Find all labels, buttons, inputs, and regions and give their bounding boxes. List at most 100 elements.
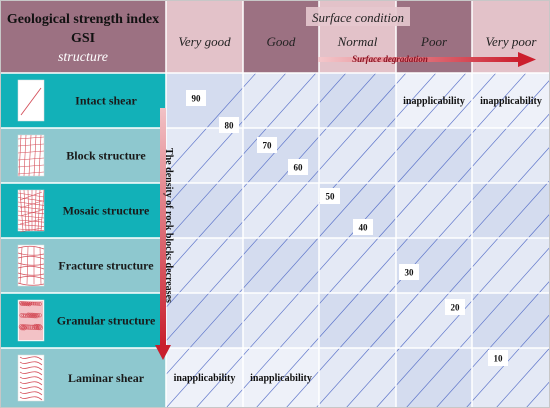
row-label-granular-structure: Granular structure (57, 314, 156, 328)
grid-cell (396, 348, 472, 408)
row-label-laminar-shear: Laminar shear (68, 371, 145, 385)
grid-cell (319, 238, 396, 293)
structure-label: structure (58, 50, 108, 65)
intact-shear-sketch-icon (17, 79, 45, 122)
gsi-value: 30 (405, 268, 415, 278)
grid-cell (472, 238, 550, 293)
column-header-very-good: Very good (178, 34, 231, 49)
row-label-fracture-structure: Fracture structure (58, 259, 154, 273)
gsi-value-box (353, 219, 373, 235)
surface-degradation-label: Surface degradation (352, 54, 428, 64)
diagonal-line (375, 213, 550, 408)
grid-cell (243, 293, 319, 348)
gsi-value-box (288, 159, 308, 175)
diagonal-line (166, 73, 257, 175)
title-cell (0, 0, 166, 73)
grid-cell (472, 348, 550, 408)
grid-cell (166, 238, 243, 293)
diagonal-line (166, 73, 467, 408)
grid-cell (243, 73, 319, 128)
laminar-shear-sketch-icon (17, 354, 45, 402)
diagonal-line (166, 73, 407, 342)
inapplicable-cell (243, 348, 319, 408)
gsi-value-box (219, 117, 239, 133)
grid-cell (396, 128, 472, 183)
inapplicable-cell (396, 73, 472, 128)
diagonal-line (465, 313, 550, 408)
mosaic-structure-sketch-icon (17, 189, 45, 233)
diagonal-line (166, 73, 437, 376)
surface-condition-box (306, 7, 410, 26)
grid-cell (319, 348, 396, 408)
diagonal-line (166, 73, 377, 309)
grid-cell (166, 128, 243, 183)
density-axis-label: The density of rock blocks decreases (163, 148, 174, 303)
inapplicable-label: inapplicability (480, 96, 542, 107)
diagonal-line (315, 146, 550, 408)
gsi-values: 90 80 70 60 50 40 30 20 10 (186, 90, 508, 366)
diagonal-line (285, 112, 550, 408)
block-structure-sketch-icon (17, 134, 45, 177)
gsi-value: 20 (451, 303, 461, 313)
diagonal-line (166, 73, 317, 242)
diagonal-line (255, 79, 550, 408)
gsi-value: 80 (225, 121, 235, 131)
density-arrow (155, 108, 171, 360)
grid-cell (472, 128, 550, 183)
granular-structure-sketch-icon (17, 299, 45, 342)
diagonal-line (435, 280, 550, 408)
column-header-good: Good (267, 34, 296, 49)
grid-cell (319, 293, 396, 348)
gsi-value-box (399, 264, 419, 280)
grid-cell (472, 293, 550, 348)
gsi-value: 60 (294, 163, 304, 173)
grid-cell (319, 73, 396, 128)
diagonal-line (495, 347, 550, 408)
fracture-structure-sketch-icon (17, 244, 45, 287)
gsi-value-box (488, 350, 508, 366)
grid-cell (243, 238, 319, 293)
row-label-mosaic-structure: Mosaic structure (63, 204, 150, 218)
gsi-value: 10 (494, 354, 504, 364)
grid-cell (396, 183, 472, 238)
inapplicable-label: inapplicability (250, 373, 312, 384)
row-label-block-structure: Block structure (66, 149, 146, 163)
column-header-very-poor: Very poor (486, 34, 538, 49)
grid-cell (319, 128, 396, 183)
gsi-value-box (320, 188, 340, 204)
inapplicable-label: inapplicability (403, 96, 465, 107)
row-label-intact-shear: Intact shear (75, 94, 137, 108)
row-layer: Intact shear Block structure Mosaic struct… (0, 73, 166, 408)
diagonal-line (166, 73, 347, 275)
density-arrow-shaft (160, 108, 166, 345)
gsi-value: 90 (192, 94, 202, 104)
gsi-value-box (257, 137, 277, 153)
grid-cell (472, 183, 550, 238)
diagonal-line (195, 73, 497, 408)
surface-degradation-shaft (318, 57, 518, 62)
column-header-poor: Poor (420, 34, 448, 49)
column-headers: Very good Good Normal Poor Very poor (178, 34, 537, 49)
diagram-title-gsi: GSI (71, 31, 95, 46)
diagonal-line (225, 73, 527, 408)
grid-cell (243, 183, 319, 238)
grid-cell (166, 183, 243, 238)
gsi-value: 40 (359, 223, 369, 233)
inapplicable-label: inapplicability (174, 373, 236, 384)
gsi-value-box (445, 299, 465, 315)
grid-cell (166, 293, 243, 348)
column-header-normal: Normal (337, 34, 378, 49)
density-arrowhead (155, 345, 171, 360)
gsi-value: 50 (326, 192, 336, 202)
diagonal-line (405, 246, 550, 408)
surface-condition-label: Surface condition (312, 10, 404, 25)
cell-layer (166, 73, 550, 408)
gsi-value-box (186, 90, 206, 106)
surface-degradation-arrow (318, 52, 536, 67)
gsi-value: 70 (263, 141, 273, 151)
inapplicable-labels: inapplicability inapplicability inapplicab… (174, 96, 542, 384)
diagram-title: Geological strength index (7, 12, 159, 27)
surface-degradation-arrowhead (518, 52, 536, 67)
